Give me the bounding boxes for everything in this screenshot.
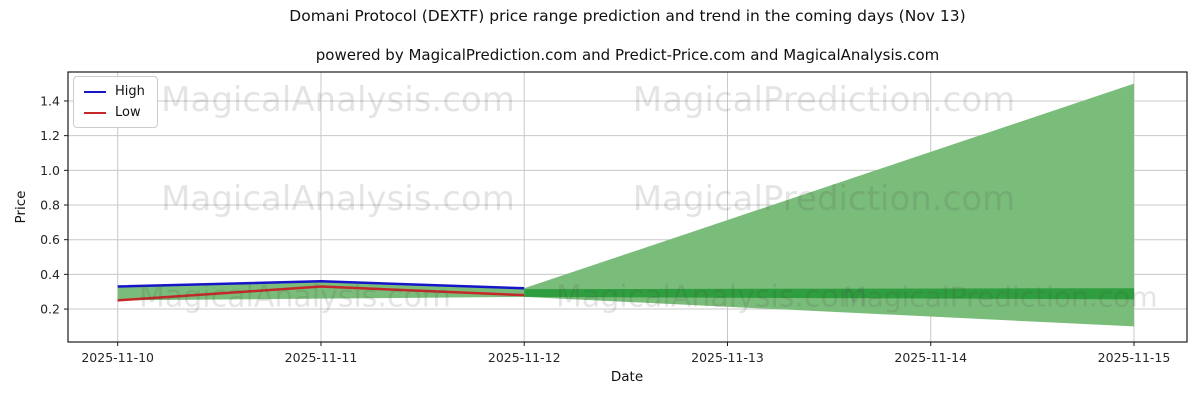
x-tick-label: 2025-11-13	[691, 350, 764, 365]
y-tick-label: 1.2	[40, 128, 60, 143]
y-axis-label: Price	[13, 190, 29, 224]
low-line	[117, 285, 525, 302]
forecast-fan-fill	[524, 83, 1134, 327]
legend-item-high: High	[84, 85, 145, 98]
x-tick-label: 2025-11-14	[894, 350, 967, 365]
plot-border	[67, 71, 1188, 343]
legend-swatch-high-line	[84, 90, 106, 93]
x-tick-label: 2025-11-11	[285, 350, 358, 365]
chart-subtitle: powered by MagicalPrediction.com and Pre…	[315, 46, 940, 64]
legend-swatch-low-line	[84, 111, 106, 114]
legend-label-low: Low	[115, 105, 141, 120]
y-tick-label: 0.4	[40, 267, 60, 282]
chart-title: Domani Protocol (DEXTF) price range pred…	[289, 7, 966, 25]
y-tick-label: 1.4	[40, 93, 60, 108]
y-tick-label: 0.6	[40, 232, 60, 247]
high-line	[117, 280, 525, 290]
x-tick-label: 2025-11-15	[1098, 350, 1171, 365]
x-tick-label: 2025-11-10	[81, 350, 154, 365]
legend-item-low: Low	[84, 106, 145, 119]
x-tick-label: 2025-11-12	[488, 350, 561, 365]
y-tick-label: 1.0	[40, 163, 60, 178]
forecast-trend-band	[524, 288, 1134, 300]
y-tick-label: 0.2	[40, 302, 60, 317]
legend: High Low	[73, 76, 158, 128]
historical-high-low-fill	[117, 281, 525, 301]
legend-label-high: High	[115, 84, 145, 99]
x-axis-label: Date	[610, 369, 644, 385]
y-tick-label: 0.8	[40, 198, 60, 213]
